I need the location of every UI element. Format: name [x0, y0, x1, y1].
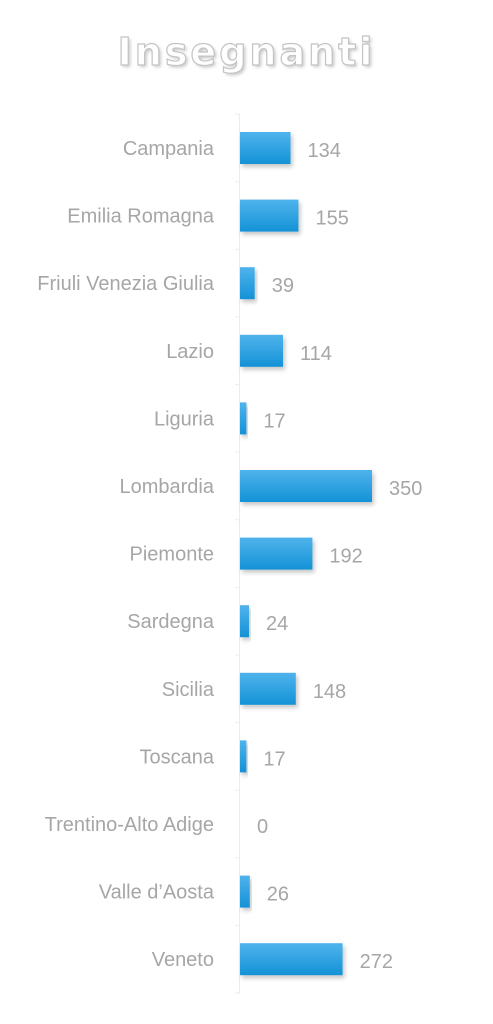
bar: [240, 334, 283, 367]
data-label: 155: [315, 208, 348, 230]
data-label: 24: [266, 613, 288, 635]
bar: [240, 199, 299, 232]
labels: Campania 134 Emilia Romagna 155 Friuli Venez…: [37, 138, 422, 973]
category-label: Liguria: [154, 408, 215, 430]
bar: [240, 875, 250, 908]
category-label: Lombardia: [119, 476, 214, 498]
category-label: Trentino-Alto Adige: [45, 814, 214, 836]
bar: [240, 605, 250, 638]
category-label: Emilia Romagna: [67, 206, 215, 228]
bar: [240, 943, 343, 976]
category-label: Toscana: [140, 746, 215, 768]
bar: [240, 740, 247, 773]
category-label: Veneto: [152, 949, 214, 971]
data-label: 17: [263, 410, 285, 432]
bar: [240, 402, 247, 435]
bar: [240, 672, 296, 705]
category-label: Lazio: [166, 341, 214, 363]
data-label: 0: [257, 816, 268, 838]
bar: [240, 132, 291, 164]
category-label: Piemonte: [130, 544, 215, 566]
bar: [240, 267, 255, 300]
data-label: 272: [360, 951, 393, 973]
category-label: Campania: [123, 138, 215, 160]
bars: [240, 132, 372, 976]
category-label: Friuli Venezia Giulia: [37, 273, 215, 295]
data-label: 148: [313, 681, 346, 703]
data-label: 17: [263, 748, 285, 770]
data-label: 134: [308, 140, 341, 162]
category-label: Valle d’Aosta: [99, 882, 215, 904]
category-label: Sardegna: [127, 611, 215, 633]
data-label: 350: [389, 478, 422, 500]
bar: [240, 470, 372, 502]
data-label: 39: [272, 275, 294, 297]
bar: [240, 537, 313, 570]
category-label: Sicilia: [162, 679, 215, 701]
chart-title: Insegnanti: [117, 29, 376, 74]
data-label: 114: [300, 343, 332, 365]
data-label: 192: [329, 546, 362, 568]
data-label: 26: [267, 884, 289, 906]
category-axis: [235, 113, 240, 994]
